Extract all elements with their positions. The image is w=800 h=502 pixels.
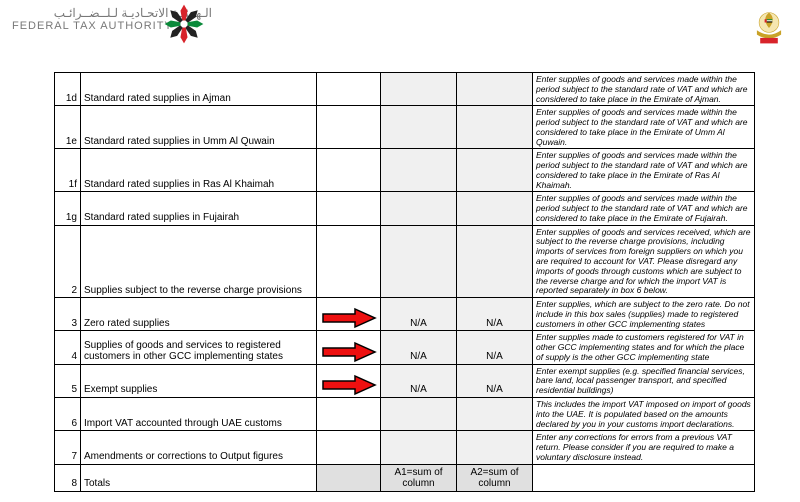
red-arrow-icon [321,307,377,329]
cell-a2-na: N/A [457,364,533,397]
row-number: 3 [55,298,81,331]
uae-emblem-icon [752,6,786,50]
row-number: 4 [55,331,81,364]
totals-a1: A1=sum of column [381,464,457,491]
row-label: Zero rated supplies [81,298,317,331]
arrow-cell [317,364,381,397]
cell-a2-na: N/A [457,298,533,331]
table-row: 6 Import VAT accounted through UAE custo… [55,397,755,430]
row-number: 7 [55,431,81,464]
table-row: 5 Exempt supplies N/A N/A Enter exempt s… [55,364,755,397]
row-desc: Enter supplies of goods and services rec… [533,225,755,297]
row-label: Standard rated supplies in Ajman [81,73,317,106]
row-label: Supplies of goods and services to regist… [81,331,317,364]
row-number: 1g [55,192,81,225]
row-desc: Enter supplies of goods and services mad… [533,192,755,225]
row-number: 1e [55,106,81,149]
row-label: Import VAT accounted through UAE customs [81,397,317,430]
table-row: 4 Supplies of goods and services to regi… [55,331,755,364]
row-desc: Enter exempt supplies (e.g. specified fi… [533,364,755,397]
row-desc: Enter any corrections for errors from a … [533,431,755,464]
arrow-cell [317,331,381,364]
page-header: الـهـيئــة الاتحـاديـة لـلــضــرائـب FED… [0,0,800,64]
row-number: 6 [55,397,81,430]
row-desc: Enter supplies of goods and services mad… [533,73,755,106]
table-row: 3 Zero rated supplies N/A N/A Enter supp… [55,298,755,331]
row-label: Amendments or corrections to Output figu… [81,431,317,464]
row-desc: This includes the import VAT imposed on … [533,397,755,430]
row-desc: Enter supplies of goods and services mad… [533,106,755,149]
row-label: Supplies subject to the reverse charge p… [81,225,317,297]
cell-a1-na: N/A [381,364,457,397]
row-label: Standard rated supplies in Umm Al Quwain [81,106,317,149]
row-label: Exempt supplies [81,364,317,397]
row-number: 5 [55,364,81,397]
row-desc: Enter supplies, which are subject to the… [533,298,755,331]
table-row: 1d Standard rated supplies in Ajman Ente… [55,73,755,106]
totals-a2: A2=sum of column [457,464,533,491]
blank-shaded [317,464,381,491]
row-desc: Enter supplies of goods and services mad… [533,149,755,192]
arrow-cell [317,298,381,331]
row-desc [533,464,755,491]
table-row: 1g Standard rated supplies in Fujairah E… [55,192,755,225]
cell-blank [317,73,381,106]
red-arrow-icon [321,341,377,363]
row-number: 1f [55,149,81,192]
cell-a1 [381,73,457,106]
table-row: 2 Supplies subject to the reverse charge… [55,225,755,297]
cell-a1-na: N/A [381,331,457,364]
cell-a1-na: N/A [381,298,457,331]
table-row: 1e Standard rated supplies in Umm Al Quw… [55,106,755,149]
row-desc: Enter supplies made to customers registe… [533,331,755,364]
red-arrow-icon [321,374,377,396]
cell-a2 [457,73,533,106]
row-number: 2 [55,225,81,297]
row-label: Standard rated supplies in Ras Al Khaima… [81,149,317,192]
cell-a2-na: N/A [457,331,533,364]
vat-return-table: 1d Standard rated supplies in Ajman Ente… [54,72,755,492]
table-row: 7 Amendments or corrections to Output fi… [55,431,755,464]
row-number: 1d [55,73,81,106]
table-row-totals: 8 Totals A1=sum of column A2=sum of colu… [55,464,755,491]
table-row: 1f Standard rated supplies in Ras Al Kha… [55,149,755,192]
fta-logo-icon [162,2,206,46]
row-number: 8 [55,464,81,491]
row-label: Totals [81,464,317,491]
row-label: Standard rated supplies in Fujairah [81,192,317,225]
